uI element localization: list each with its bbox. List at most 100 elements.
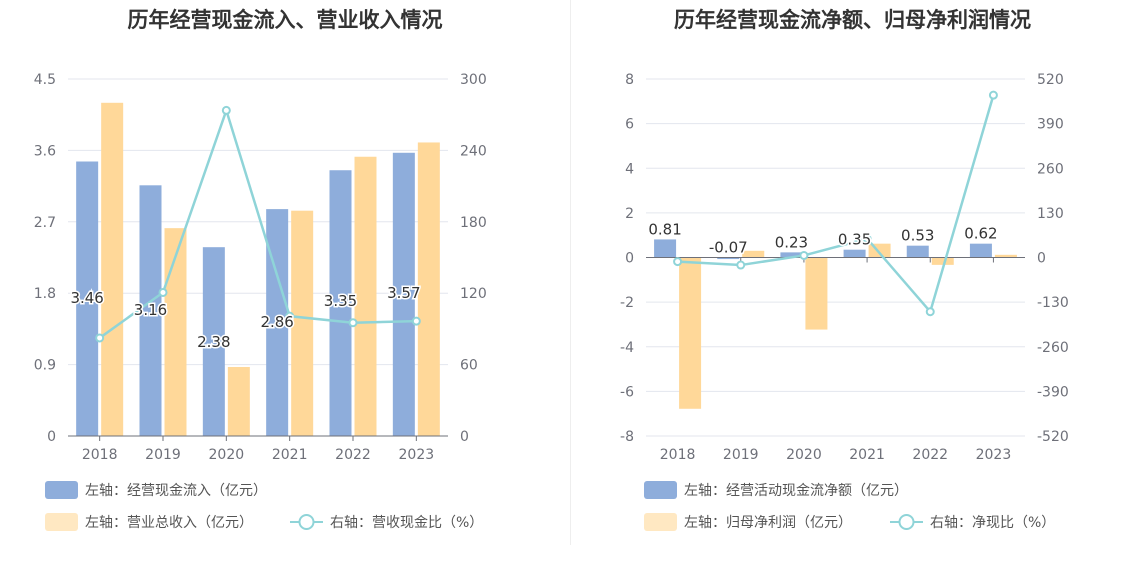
y-right-tick-label: 260 (1037, 161, 1064, 177)
line-point (348, 318, 358, 328)
bar-primary (139, 185, 162, 436)
line-point (673, 257, 683, 267)
y-left-tick-label: 8 (625, 72, 634, 88)
y-left-tick-label: 2 (625, 206, 634, 222)
bar-secondary (742, 250, 765, 258)
data-label: 3.35 (324, 292, 357, 310)
y-right-tick-label: 60 (460, 358, 478, 374)
bar-secondary (994, 254, 1017, 258)
data-label: -0.07 (709, 239, 748, 257)
bar-primary (906, 245, 929, 258)
legend-label: 左轴：归母净利润（亿元） (684, 515, 852, 531)
y-left-tick-label: 4.5 (34, 72, 56, 88)
x-tick-label: 2023 (976, 447, 1012, 463)
x-tick-label: 2019 (145, 447, 181, 463)
bar-primary (329, 170, 352, 436)
x-tick-label: 2021 (272, 447, 308, 463)
legend-swatch (644, 513, 677, 531)
line-point (95, 333, 105, 343)
y-left-tick-label: 6 (625, 117, 634, 133)
x-tick-label: 2022 (912, 447, 948, 463)
x-tick-label: 2022 (335, 447, 371, 463)
chart-title: 历年经营现金流净额、归母净利润情况 (674, 8, 1031, 32)
legend-item[interactable]: 左轴：经营活动现金流净额（亿元） (644, 479, 908, 501)
chart-plot: -8 -6 -4 -2 0 2 4 6 8 -520 -390 -260 -130 0 130 260 390 5… (620, 72, 1069, 463)
y-left-tick-label: 0 (47, 429, 56, 445)
y-right-tick-label: 0 (460, 429, 469, 445)
chart-plot: 0 0.9 1.8 2.7 3.6 4.5 0 60 120 180 240 300 2018 2019 2… (34, 72, 487, 463)
x-tick-label: 2018 (660, 447, 696, 463)
y-right-tick-label: -520 (1037, 429, 1069, 445)
legend-item[interactable]: 右轴：营收现金比（%） (290, 511, 483, 533)
legend-label: 右轴：净现比（%） (930, 515, 1056, 531)
bar-primary (266, 209, 289, 436)
line-point (988, 90, 998, 100)
bar-secondary (101, 102, 124, 437)
series-line (677, 94, 995, 315)
chart-title: 历年经营现金流入、营业收入情况 (127, 8, 443, 32)
chart-panel-right: 历年经营现金流净额、归母净利润情况 -8 -6 -4 -2 0 2 4 6 8 -520 -390 -… (571, 0, 1134, 582)
y-left-tick-label: 0.9 (34, 358, 56, 374)
y-left-tick-label: -4 (620, 340, 634, 356)
legend-swatch (45, 481, 78, 499)
legend-swatch (890, 514, 923, 530)
data-label: 3.16 (134, 301, 167, 319)
bar-secondary (679, 257, 702, 409)
line-point (411, 316, 421, 326)
y-left-tick-label: -6 (620, 384, 634, 400)
bar-secondary (805, 257, 828, 330)
data-label: 0.62 (964, 225, 997, 243)
line-point (862, 234, 872, 244)
line-point (799, 250, 809, 260)
bar-secondary (931, 257, 954, 265)
bar-primary (969, 243, 992, 258)
y-right-tick-label: 390 (1037, 117, 1064, 133)
data-label: 3.46 (70, 289, 103, 307)
data-label: 3.57 (387, 284, 420, 302)
line-point (285, 311, 295, 321)
legend-item[interactable]: 左轴：经营现金流入（亿元） (45, 479, 267, 501)
data-label: 2.86 (260, 313, 293, 331)
bar-secondary (354, 156, 377, 436)
data-label: 0.81 (648, 220, 681, 238)
panel-divider (570, 0, 571, 545)
legend-item[interactable]: 左轴：归母净利润（亿元） (644, 511, 852, 533)
bar-secondary (291, 210, 314, 436)
x-tick-label: 2020 (786, 447, 822, 463)
y-left-tick-label: 0 (625, 251, 634, 267)
legend-item[interactable]: 右轴：净现比（%） (890, 511, 1055, 533)
legend-label: 左轴：经营现金流入（亿元） (85, 483, 267, 499)
y-left-tick-label: -8 (620, 429, 634, 445)
x-tick-label: 2020 (209, 447, 245, 463)
y-left-tick-label: 4 (625, 161, 634, 177)
y-right-tick-label: 120 (460, 286, 487, 302)
line-point (158, 287, 168, 297)
line-point (221, 105, 231, 115)
y-left-tick-label: 3.6 (34, 143, 56, 159)
legend-swatch (45, 513, 78, 531)
y-right-tick-label: 300 (460, 72, 487, 88)
data-label: 2.38 (197, 333, 230, 351)
series-line (98, 106, 417, 339)
y-right-tick-label: 0 (1037, 251, 1046, 267)
x-tick-label: 2023 (399, 447, 435, 463)
bar-primary (717, 257, 740, 260)
y-right-tick-label: 520 (1037, 72, 1064, 88)
y-left-tick-label: 2.7 (34, 215, 56, 231)
y-left-tick-label: 1.8 (34, 286, 56, 302)
y-left-tick-label: -2 (620, 295, 634, 311)
legend-item[interactable]: 左轴：营业总收入（亿元） (45, 511, 253, 533)
legend-swatch (644, 481, 677, 499)
y-right-tick-label: 180 (460, 215, 487, 231)
legend-label: 右轴：营收现金比（%） (330, 515, 484, 531)
bar-primary (654, 239, 677, 258)
y-right-tick-label: -390 (1037, 384, 1069, 400)
line-point (736, 260, 746, 270)
y-right-tick-label: 240 (460, 143, 487, 159)
bar-primary (76, 161, 99, 437)
bar-primary (780, 252, 803, 258)
data-label: 0.35 (838, 231, 871, 249)
x-tick-label: 2021 (849, 447, 885, 463)
legend-label: 左轴：经营活动现金流净额（亿元） (684, 483, 908, 499)
chart-panel-left: 历年经营现金流入、营业收入情况 0 0.9 1.8 2.7 3.6 4.5 0 60 120 18… (34, 8, 487, 533)
